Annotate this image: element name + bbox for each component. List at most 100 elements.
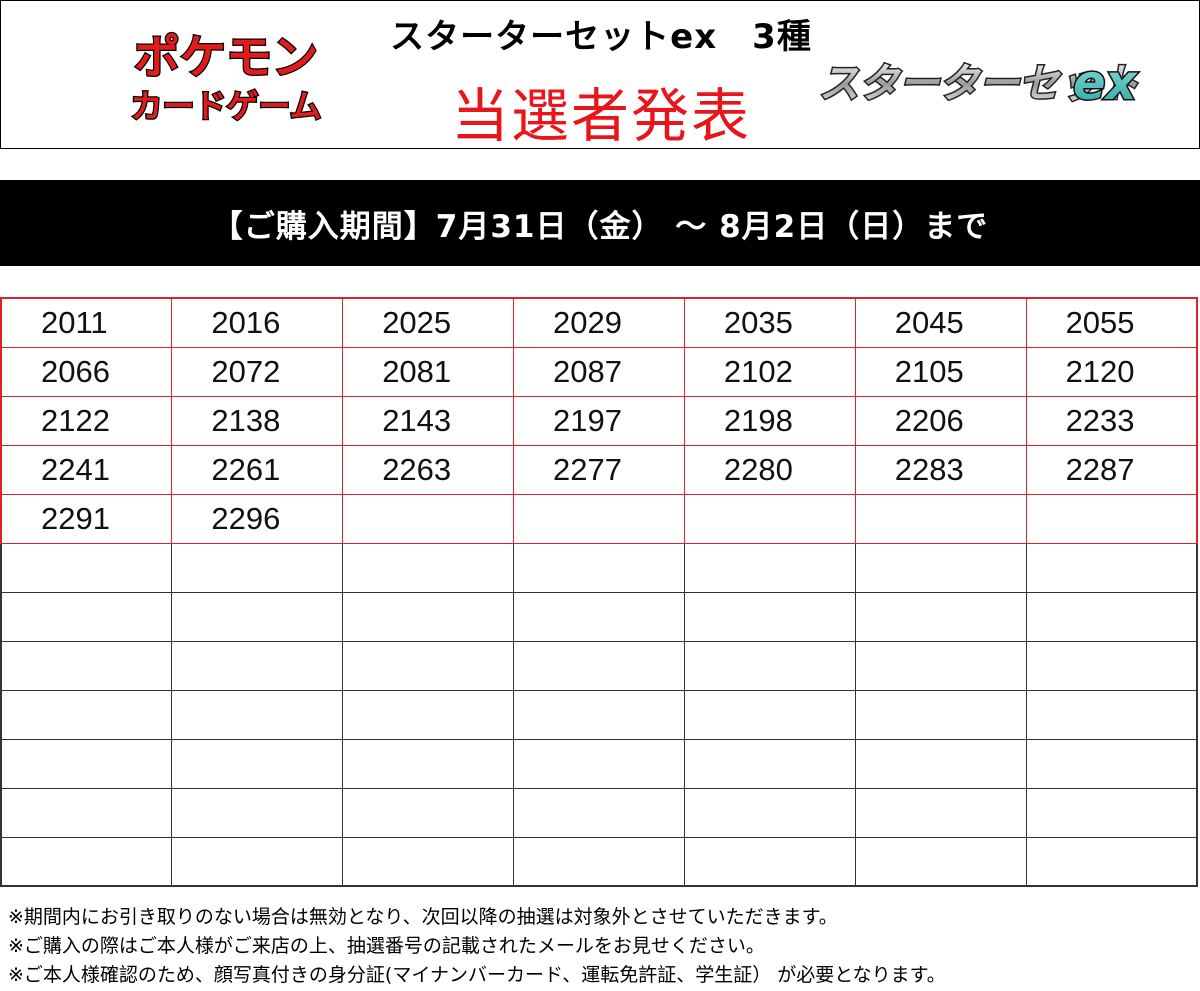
logo-right-ex: ex bbox=[1073, 55, 1139, 111]
winner-number-cell bbox=[342, 591, 515, 642]
winner-number-cell: 2233 bbox=[1025, 395, 1198, 446]
header-box: ポケモン カードゲーム スターターセットex 3種 当選者発表 スターターセット… bbox=[0, 0, 1200, 150]
winner-number-table: 2011 2016 2025 2029 2035 2045 2055 2066 2072 2081… bbox=[0, 297, 1198, 887]
winner-number-cell bbox=[513, 787, 685, 838]
starter-set-ex-logo: スターターセット ex bbox=[818, 54, 1141, 113]
winner-number-cell: 2102 bbox=[683, 346, 856, 397]
table-row bbox=[0, 689, 1198, 740]
winner-announcement-heading: 当選者発表 bbox=[450, 82, 751, 150]
table-row bbox=[0, 836, 1198, 887]
winner-number-cell bbox=[0, 689, 173, 740]
winner-number-cell: 2261 bbox=[171, 444, 344, 495]
winner-number-cell bbox=[683, 689, 856, 740]
winner-number-cell bbox=[171, 689, 344, 740]
winner-number-cell bbox=[683, 836, 856, 887]
winner-number-cell bbox=[683, 738, 856, 789]
table-row bbox=[0, 640, 1198, 691]
winner-number-cell: 2291 bbox=[0, 493, 173, 544]
winner-number-cell: 2283 bbox=[854, 444, 1027, 495]
logo-left-line1: ポケモン bbox=[134, 30, 318, 84]
winner-number-cell bbox=[854, 787, 1027, 838]
winner-number-cell: 2011 bbox=[0, 297, 173, 348]
table-row bbox=[0, 787, 1198, 838]
winner-number-cell bbox=[1025, 493, 1198, 544]
note-line: ※ご購入の際はご本人様がご来店の上、抽選番号の記載されたメールをお見せください。 bbox=[8, 935, 765, 957]
winner-number-cell bbox=[0, 640, 173, 691]
table-row: 2066 2072 2081 2087 2102 2105 2120 bbox=[0, 346, 1198, 397]
logo-left-line2: カードゲーム bbox=[130, 87, 321, 125]
pokemon-card-game-logo: ポケモン カードゲーム bbox=[123, 25, 329, 126]
table-row bbox=[0, 591, 1198, 642]
purchase-period-banner: 【ご購入期間】7月31日（金） ～ 8月2日（日）まで bbox=[0, 180, 1200, 266]
winner-number-cell bbox=[513, 542, 685, 593]
table-row: 2291 2296 bbox=[0, 493, 1198, 544]
notes-section: ※期間内にお引き取りのない場合は無効となり、次回以降の抽選は対象外とさせていただ… bbox=[8, 903, 1193, 990]
winner-number-cell bbox=[1025, 787, 1198, 838]
page-title: スターターセットex 3種 bbox=[390, 17, 812, 57]
winner-number-cell bbox=[683, 542, 856, 593]
winner-number-cell bbox=[854, 836, 1027, 887]
winner-number-cell bbox=[342, 689, 515, 740]
winner-number-cell bbox=[0, 542, 173, 593]
winner-number-cell: 2241 bbox=[0, 444, 173, 495]
winner-number-cell bbox=[342, 640, 515, 691]
winner-number-cell bbox=[1025, 542, 1198, 593]
winner-number-cell bbox=[513, 640, 685, 691]
note-line: ※ご本人様確認のため、顔写真付きの身分証(マイナンバーカード、運転免許証、学生証… bbox=[8, 964, 946, 986]
winner-number-cell bbox=[683, 640, 856, 691]
winner-number-cell bbox=[1025, 591, 1198, 642]
table-row bbox=[0, 542, 1198, 593]
winner-number-cell bbox=[0, 836, 173, 887]
table-row: 2011 2016 2025 2029 2035 2045 2055 bbox=[0, 297, 1198, 348]
winner-number-cell bbox=[0, 591, 173, 642]
winner-number-cell: 2122 bbox=[0, 395, 173, 446]
winner-number-cell bbox=[513, 493, 685, 544]
winner-number-cell bbox=[513, 836, 685, 887]
table-row bbox=[0, 738, 1198, 789]
winner-number-cell: 2025 bbox=[342, 297, 515, 348]
winner-number-cell: 2120 bbox=[1025, 346, 1198, 397]
winner-number-cell bbox=[854, 689, 1027, 740]
winner-number-cell bbox=[171, 591, 344, 642]
winner-number-cell bbox=[854, 640, 1027, 691]
winner-number-cell bbox=[171, 787, 344, 838]
winner-number-cell: 2280 bbox=[683, 444, 856, 495]
table-row: 2241 2261 2263 2277 2280 2283 2287 bbox=[0, 444, 1198, 495]
winner-number-cell bbox=[683, 493, 856, 544]
winner-number-cell: 2016 bbox=[171, 297, 344, 348]
winner-number-cell bbox=[854, 591, 1027, 642]
winner-number-cell bbox=[1025, 738, 1198, 789]
winner-number-cell: 2055 bbox=[1025, 297, 1198, 348]
winner-number-cell bbox=[1025, 689, 1198, 740]
winner-number-cell bbox=[513, 738, 685, 789]
winner-number-cell: 2087 bbox=[513, 346, 685, 397]
note-line: ※期間内にお引き取りのない場合は無効となり、次回以降の抽選は対象外とさせていただ… bbox=[8, 906, 838, 928]
winner-number-cell: 2066 bbox=[0, 346, 173, 397]
winner-number-cell bbox=[683, 591, 856, 642]
winner-number-cell: 2287 bbox=[1025, 444, 1198, 495]
winner-number-cell bbox=[854, 738, 1027, 789]
winner-number-cell bbox=[342, 738, 515, 789]
winner-number-cell: 2198 bbox=[683, 395, 856, 446]
winner-number-cell bbox=[513, 591, 685, 642]
winner-number-cell bbox=[0, 787, 173, 838]
winner-number-cell bbox=[171, 738, 344, 789]
winner-number-cell bbox=[1025, 836, 1198, 887]
winner-number-cell: 2206 bbox=[854, 395, 1027, 446]
winner-number-cell: 2081 bbox=[342, 346, 515, 397]
winner-number-cell: 2138 bbox=[171, 395, 344, 446]
winner-number-cell bbox=[683, 787, 856, 838]
winner-number-cell bbox=[342, 542, 515, 593]
winner-number-cell: 2105 bbox=[854, 346, 1027, 397]
winner-number-cell bbox=[854, 542, 1027, 593]
winner-number-cell bbox=[342, 493, 515, 544]
winner-number-cell bbox=[513, 689, 685, 740]
winner-number-cell bbox=[0, 738, 173, 789]
winner-number-cell: 2072 bbox=[171, 346, 344, 397]
winner-number-cell: 2143 bbox=[342, 395, 515, 446]
winner-number-cell bbox=[171, 836, 344, 887]
winner-number-cell: 2045 bbox=[854, 297, 1027, 348]
winner-number-cell bbox=[1025, 640, 1198, 691]
winner-number-cell: 2035 bbox=[683, 297, 856, 348]
winner-number-cell bbox=[854, 493, 1027, 544]
